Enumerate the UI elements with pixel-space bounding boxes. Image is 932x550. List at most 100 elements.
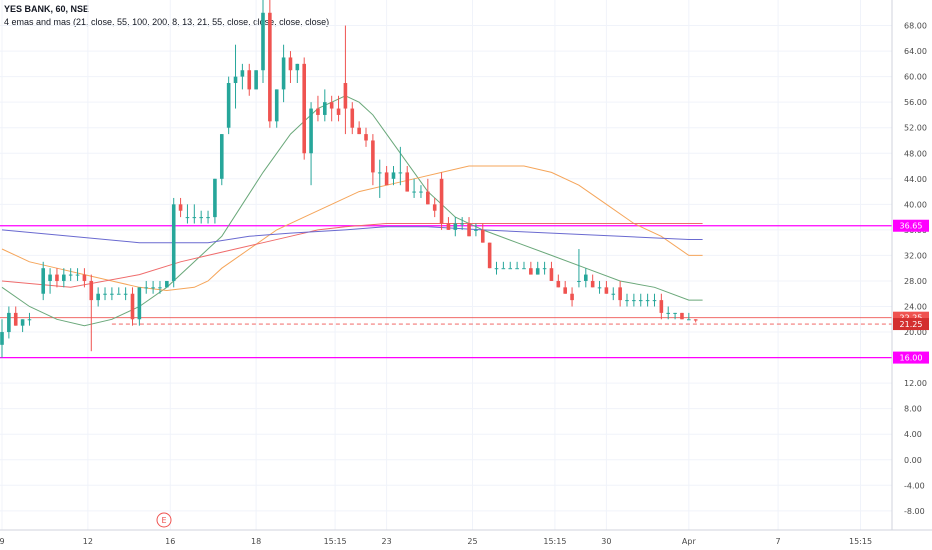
y-tick-label: 44.00	[904, 175, 927, 184]
candle-body	[281, 57, 286, 90]
candle-body	[89, 280, 94, 301]
candle-body	[130, 293, 135, 320]
candlesticks	[0, 0, 698, 358]
price-badge-label: 36.65	[900, 222, 923, 231]
candle-body	[82, 274, 87, 281]
candle-body	[178, 204, 183, 211]
candle-body	[137, 287, 142, 320]
y-tick-label: 0.00	[904, 456, 922, 465]
price-badge-label: 21.25	[900, 320, 923, 329]
x-tick-label: Apr	[682, 537, 697, 546]
x-tick-label: 7	[776, 537, 781, 546]
candle-body	[27, 319, 32, 321]
candle-body	[336, 108, 341, 115]
candle-body	[323, 102, 327, 115]
y-tick-label: 48.00	[904, 149, 927, 158]
chart-title: YES BANK, 60, NSE	[4, 4, 90, 14]
candle-body	[625, 300, 629, 302]
price-badge	[893, 318, 929, 331]
candle-body	[75, 274, 80, 276]
candle-body	[549, 268, 554, 281]
candle-body	[384, 172, 389, 186]
y-tick-label: 12.00	[904, 379, 927, 388]
candle-body	[116, 293, 121, 295]
candle-body	[535, 268, 540, 275]
y-tick-label: 60.00	[904, 73, 927, 82]
candle-body	[556, 280, 561, 288]
candle-body	[7, 312, 11, 333]
candle-body	[13, 312, 18, 326]
y-tick-label: 40.00	[904, 200, 927, 209]
candle-body	[487, 242, 492, 269]
candle-body	[577, 280, 581, 282]
candle-body	[199, 217, 203, 219]
y-tick-label: 20.00	[904, 328, 927, 337]
candle-body	[439, 178, 444, 224]
grid	[0, 0, 892, 530]
candle-body	[522, 268, 526, 270]
candle-body	[110, 293, 114, 295]
horizontal-lines	[0, 225, 892, 359]
candle-body	[426, 191, 430, 205]
y-tick-label: 4.00	[904, 430, 922, 439]
candle-body	[542, 268, 547, 270]
candle-body	[62, 274, 66, 281]
candle-body	[474, 229, 478, 231]
candle-body	[680, 312, 684, 320]
x-tick-label: 9	[0, 537, 5, 546]
candle-body	[693, 319, 698, 321]
candle-body	[412, 191, 416, 193]
x-tick-label: 15:15	[543, 537, 566, 546]
candle-body	[652, 300, 657, 302]
x-tick-label: 16	[165, 537, 175, 546]
candle-body	[371, 140, 375, 173]
candle-body	[268, 12, 272, 122]
x-tick-label: 23	[382, 537, 392, 546]
candle-body	[460, 223, 464, 225]
y-tick-label: 56.00	[904, 98, 927, 107]
candle-body	[597, 287, 602, 289]
candle-body	[467, 223, 471, 237]
candle-body	[103, 293, 107, 295]
candle-body	[55, 274, 59, 281]
candle-body	[123, 293, 128, 295]
candle-body	[638, 300, 643, 302]
candle-body	[563, 287, 567, 294]
candle-body	[673, 312, 677, 314]
candle-body	[618, 287, 622, 301]
candle-body	[171, 204, 176, 281]
y-tick-label: 52.00	[904, 124, 927, 133]
y-tick-label: 24.00	[904, 303, 927, 312]
candle-body	[350, 108, 355, 128]
candle-body	[583, 274, 588, 281]
candle-body	[144, 287, 149, 289]
x-tick-label: 15:15	[849, 537, 872, 546]
candle-body	[240, 70, 245, 77]
candle-body	[659, 300, 664, 313]
candle-body	[206, 217, 210, 219]
candle-body	[364, 134, 368, 141]
candle-body	[20, 319, 25, 326]
candle-body	[405, 172, 410, 192]
candle-body	[165, 280, 169, 288]
earnings-event-icon[interactable]: E	[156, 512, 172, 528]
y-tick-label: -8.00	[904, 507, 925, 516]
price-axis: -8.00 -4.00 0.00 4.00 8.00 12.00 16.00 20.00 24.…	[891, 0, 927, 530]
candle-body	[501, 268, 506, 270]
candle-body	[274, 89, 279, 122]
y-tick-label: 32.00	[904, 251, 927, 260]
candle-body	[611, 293, 616, 295]
candle-body	[645, 300, 650, 302]
moving-averages	[1, 95, 703, 327]
candle-body	[329, 102, 334, 109]
x-tick-label: 25	[467, 537, 477, 546]
price-badge	[893, 351, 929, 364]
candle-body	[0, 332, 4, 345]
indicator-legend[interactable]: 4 emas and mas (21, close, 55, 100, 200,…	[4, 17, 330, 27]
candle-body	[254, 70, 258, 90]
x-tick-label: 18	[251, 537, 261, 546]
candle-body	[419, 191, 423, 193]
candle-body	[316, 108, 320, 115]
